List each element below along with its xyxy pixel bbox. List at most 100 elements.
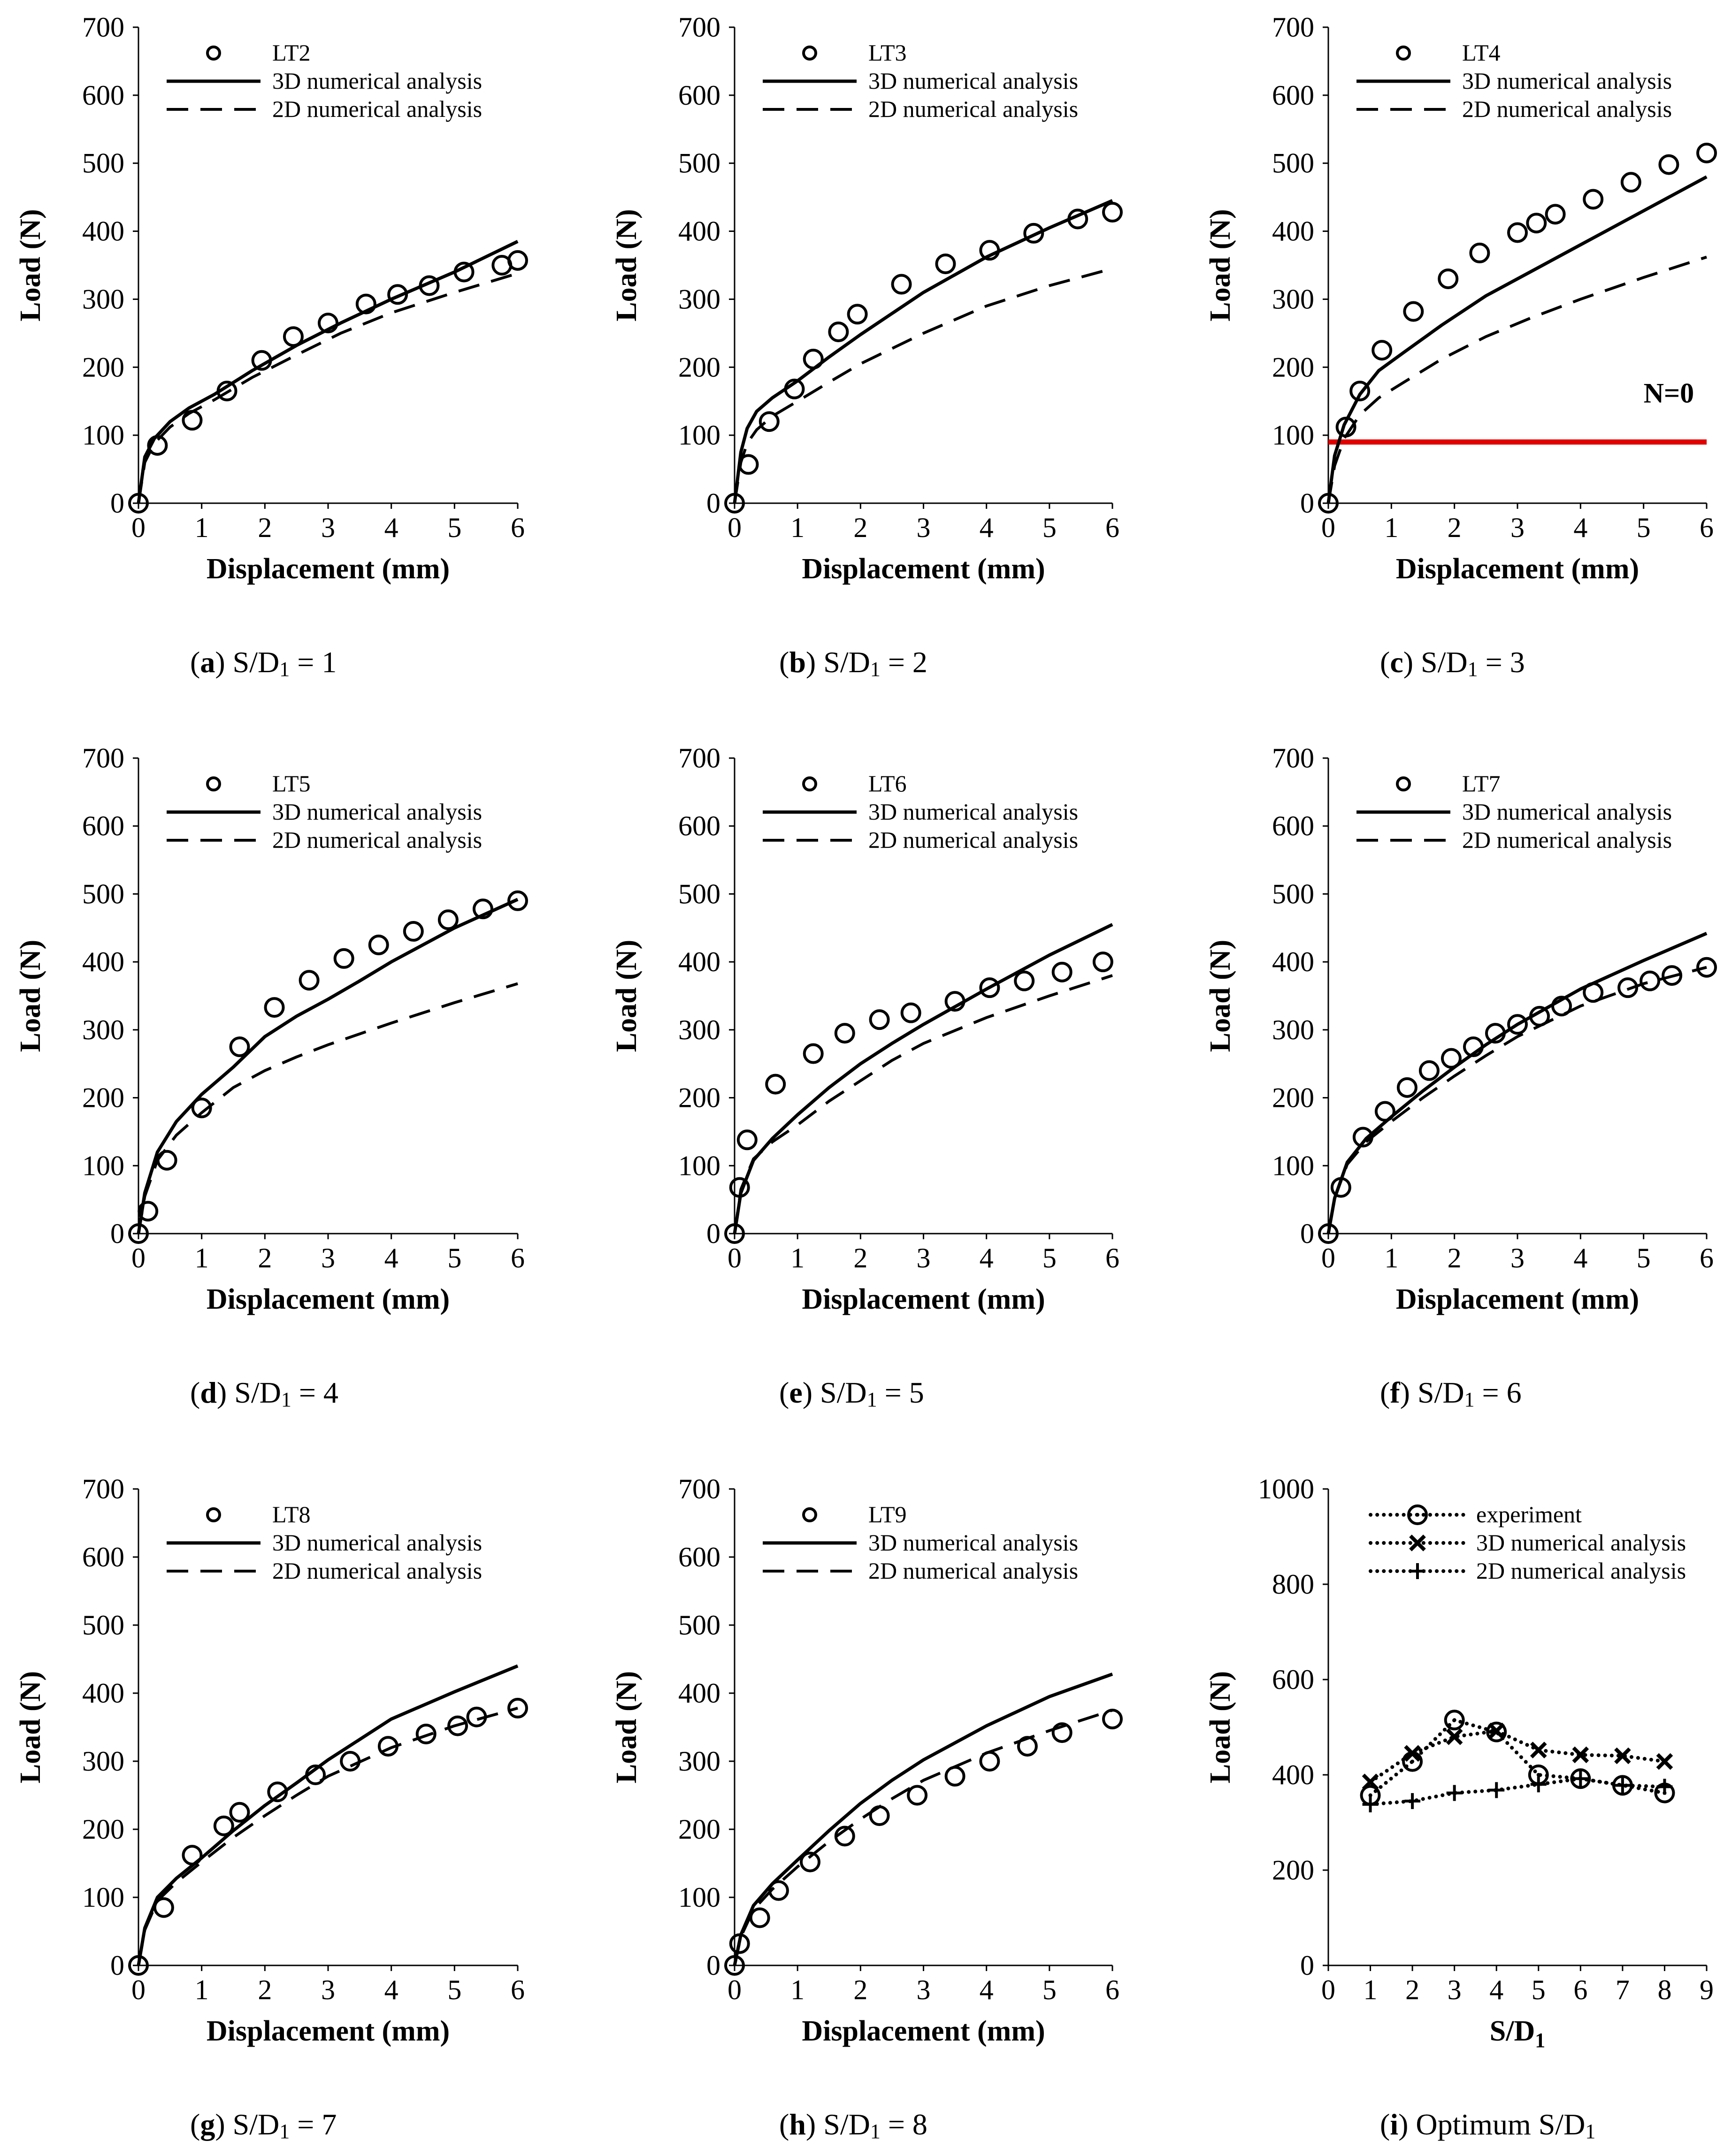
x-tick-label: 7 <box>1616 1974 1630 2005</box>
x-tick-label: 4 <box>1489 1974 1503 2005</box>
series-line-3d <box>137 240 519 504</box>
y-tick-label: 100 <box>678 1882 720 1913</box>
data-point-dotted-x <box>1530 1742 1547 1759</box>
x-tick-label: 5 <box>1042 512 1057 543</box>
y-tick-label: 200 <box>1272 1855 1314 1886</box>
legend-entry: LT6 <box>802 770 907 797</box>
data-point-lt4 <box>1372 340 1393 361</box>
legend-entry: LT8 <box>206 1501 311 1527</box>
y-tick-label: 200 <box>678 352 720 383</box>
data-point-lt7 <box>1418 1060 1440 1081</box>
data-point-lt9 <box>944 1765 965 1787</box>
y-tick-label: 0 <box>110 1218 124 1249</box>
legend-label: LT4 <box>1462 39 1501 66</box>
legend-marker-circle <box>802 1507 817 1522</box>
x-tick-label: 4 <box>384 1243 398 1274</box>
legend-label: LT6 <box>868 770 907 797</box>
x-tick-label: 5 <box>447 1974 461 2005</box>
legend-label: 3D numerical analysis <box>868 798 1078 825</box>
y-tick-label: 100 <box>82 1150 124 1181</box>
legend-label: 3D numerical analysis <box>1462 798 1672 825</box>
x-axis-title: Displacement (mm) <box>802 2015 1045 2047</box>
x-tick-label: 1 <box>1364 1974 1378 2005</box>
y-tick-label: 300 <box>678 1746 720 1777</box>
y-tick-label: 100 <box>82 420 124 451</box>
y-tick-label: 1000 <box>1258 1473 1314 1504</box>
chart-panel-c: 0 100 200 300 400 500 600 700 0 1 2 3 4 5 6 Load (N) Dis… <box>1204 12 1717 681</box>
x-tick-label: 4 <box>980 512 994 543</box>
data-point-lt9 <box>1102 1709 1123 1730</box>
x-tick-label: 6 <box>1700 512 1714 543</box>
y-tick-label: 200 <box>1272 352 1314 383</box>
data-point-dotted-plus <box>1404 1793 1421 1809</box>
legend-label: 3D numerical analysis <box>868 68 1078 94</box>
series-line-3d <box>1326 932 1708 1234</box>
y-axis-title: Load (N) <box>1204 1671 1236 1783</box>
data-point-lt6 <box>834 1023 855 1044</box>
annotation-label: N=0 <box>1644 378 1694 409</box>
x-tick-label: 1 <box>195 512 209 543</box>
legend-entry: 2D numerical analysis <box>1369 1558 1686 1584</box>
y-tick-label: 700 <box>82 1473 124 1504</box>
series-line-3d <box>1326 175 1708 504</box>
data-point-lt7 <box>1507 1014 1528 1035</box>
data-point-dotted-x <box>1656 1753 1673 1770</box>
panel-caption: (e) S/D1 = 5 <box>779 1376 924 1411</box>
y-tick-label: 0 <box>110 1950 124 1981</box>
data-point-dotted-x <box>1572 1746 1589 1764</box>
legend-label: LT9 <box>868 1501 907 1527</box>
legend-entry: LT2 <box>206 39 311 66</box>
y-tick-label: 300 <box>678 284 720 315</box>
data-point-lt9 <box>724 1955 745 1976</box>
x-tick-label: 2 <box>1448 1243 1462 1274</box>
data-point-dotted-circle-center <box>1368 1793 1372 1797</box>
data-point-lt5 <box>403 921 424 942</box>
x-tick-label: 6 <box>1105 1243 1119 1274</box>
data-point-lt4 <box>1696 142 1717 163</box>
x-tick-label: 3 <box>917 512 931 543</box>
x-tick-label: 6 <box>1573 1974 1587 2005</box>
y-axis-title: Load (N) <box>15 1671 46 1783</box>
series-line-2d <box>733 267 1113 504</box>
x-tick-label: 6 <box>511 512 525 543</box>
data-point-lt3 <box>847 304 868 325</box>
y-tick-label: 200 <box>82 1814 124 1845</box>
y-tick-label: 500 <box>678 1610 720 1641</box>
x-tick-label: 2 <box>853 512 867 543</box>
x-tick-label: 3 <box>1510 1243 1525 1274</box>
data-point-lt5 <box>333 948 354 969</box>
y-tick-label: 700 <box>1272 12 1314 43</box>
legend-label: 2D numerical analysis <box>272 827 482 853</box>
legend-entry: 3D numerical analysis <box>763 798 1078 825</box>
panel-caption: (c) S/D1 = 3 <box>1380 645 1525 681</box>
data-point-lt6 <box>979 977 1000 998</box>
y-tick-label: 600 <box>1272 80 1314 111</box>
x-tick-label: 2 <box>853 1974 867 2005</box>
y-tick-label: 0 <box>706 488 720 519</box>
y-tick-label: 400 <box>82 946 124 977</box>
legend-entry: 3D numerical analysis <box>167 1529 482 1556</box>
legend-label: LT5 <box>272 770 311 797</box>
x-tick-label: 1 <box>790 512 805 543</box>
legend-entry: 3D numerical analysis <box>763 1529 1078 1556</box>
legend-marker-circle <box>206 1507 221 1522</box>
x-tick-label: 0 <box>728 512 742 543</box>
data-point-lt5 <box>299 970 320 991</box>
x-axis-title: S/D1 <box>1490 2015 1545 2052</box>
series-line-2d <box>1327 966 1707 1234</box>
legend-entry: 2D numerical analysis <box>167 96 482 122</box>
x-tick-label: 5 <box>1637 512 1651 543</box>
data-point-lt3 <box>935 253 956 275</box>
y-tick-label: 300 <box>1272 284 1314 315</box>
y-tick-label: 600 <box>678 80 720 111</box>
data-point-lt5 <box>229 1036 250 1058</box>
data-point-lt7 <box>1640 970 1661 991</box>
legend-entry: LT3 <box>802 39 907 66</box>
x-tick-label: 3 <box>321 1974 335 2005</box>
data-point-lt9 <box>907 1785 928 1806</box>
x-tick-label: 0 <box>728 1243 742 1274</box>
y-tick-label: 200 <box>678 1082 720 1113</box>
y-tick-label: 200 <box>82 1082 124 1113</box>
data-point-lt9 <box>800 1851 820 1872</box>
x-tick-label: 6 <box>1105 512 1119 543</box>
